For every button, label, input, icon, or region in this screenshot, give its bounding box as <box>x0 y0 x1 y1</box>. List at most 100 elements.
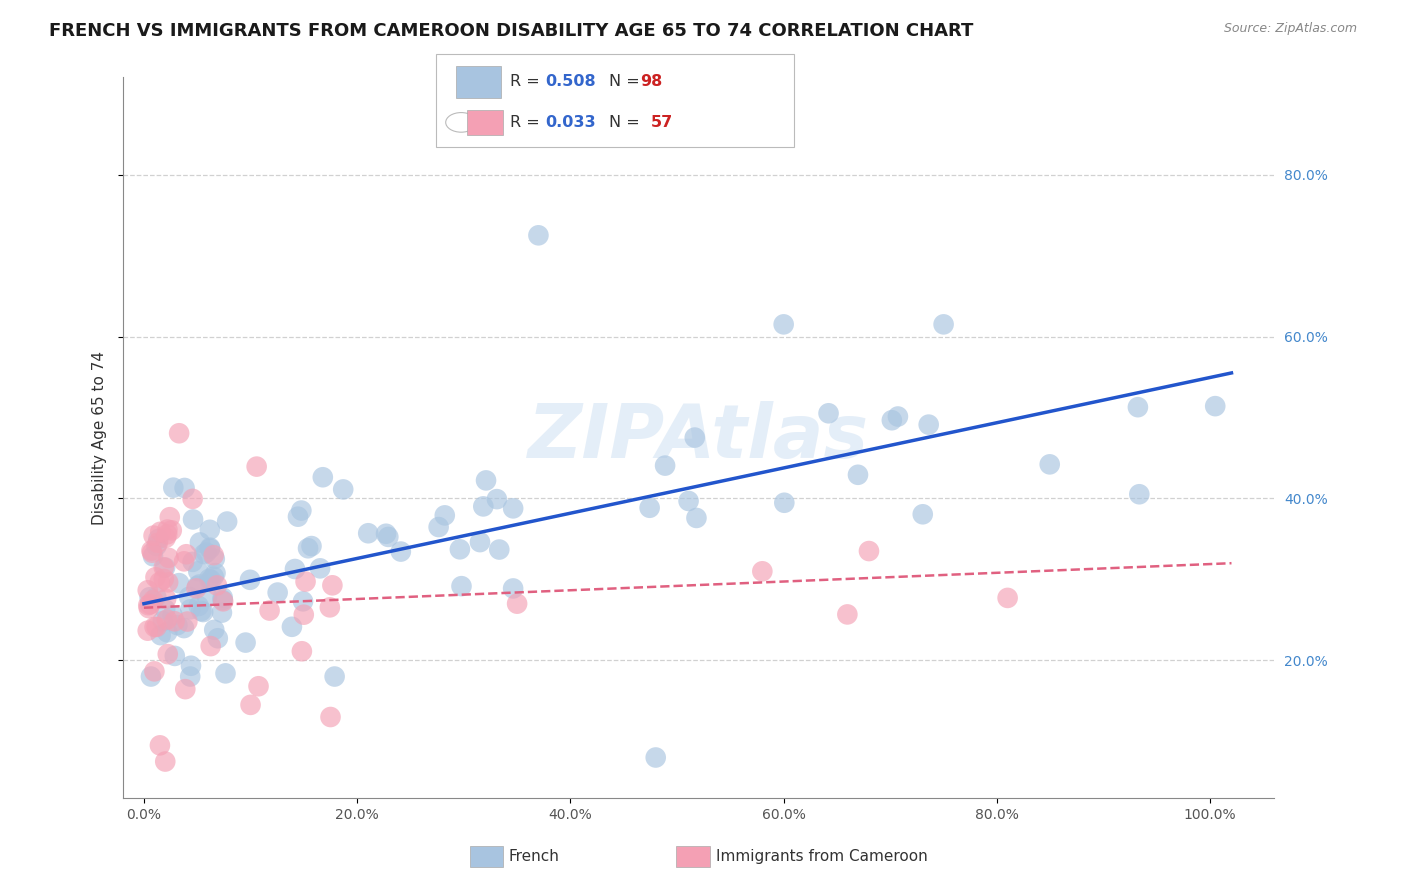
Y-axis label: Disability Age 65 to 74: Disability Age 65 to 74 <box>93 351 107 524</box>
Point <box>198 572 221 586</box>
Point <box>772 318 794 332</box>
Point <box>472 500 495 514</box>
Point <box>142 549 165 564</box>
Point <box>138 601 160 615</box>
Point <box>153 560 176 574</box>
Point <box>200 573 222 587</box>
Point <box>149 575 172 590</box>
Point <box>156 647 179 661</box>
Point <box>644 750 666 764</box>
Point <box>198 523 221 537</box>
Point <box>176 615 198 629</box>
Point <box>918 417 941 432</box>
Point <box>143 620 166 634</box>
Text: FRENCH VS IMMIGRANTS FROM CAMEROON DISABILITY AGE 65 TO 74 CORRELATION CHART: FRENCH VS IMMIGRANTS FROM CAMEROON DISAB… <box>49 22 973 40</box>
Point <box>202 623 225 637</box>
Point <box>186 579 208 593</box>
Point <box>145 539 167 553</box>
Point <box>176 547 198 561</box>
Point <box>146 535 169 549</box>
Point <box>160 524 183 538</box>
Point <box>190 604 212 618</box>
Point <box>181 512 204 526</box>
Point <box>1039 458 1062 472</box>
Point <box>141 546 163 560</box>
Point <box>291 644 314 658</box>
Point <box>173 481 195 495</box>
Point <box>817 406 839 420</box>
Point <box>212 594 235 608</box>
Point <box>207 632 229 646</box>
Point <box>654 458 676 473</box>
Point <box>198 541 221 556</box>
Point <box>159 510 181 524</box>
Point <box>357 526 380 541</box>
Point <box>323 669 346 683</box>
Point <box>195 590 218 604</box>
Point <box>138 591 160 605</box>
Point <box>136 583 159 598</box>
Point <box>259 603 281 617</box>
Point <box>179 590 201 604</box>
Point <box>205 578 228 592</box>
Point <box>502 501 524 516</box>
Point <box>198 541 221 555</box>
Point <box>290 503 312 517</box>
Point <box>181 555 204 569</box>
Point <box>173 554 195 568</box>
Point <box>217 515 239 529</box>
Point <box>485 492 508 507</box>
Text: ZIPAtlas: ZIPAtlas <box>527 401 869 475</box>
Point <box>214 666 236 681</box>
Point <box>309 561 332 575</box>
Point <box>148 532 170 546</box>
Point <box>145 570 167 584</box>
Point <box>188 535 211 549</box>
Point <box>155 591 177 606</box>
Text: 0.033: 0.033 <box>546 115 596 130</box>
Point <box>173 621 195 635</box>
Point <box>152 560 174 574</box>
Point <box>638 500 661 515</box>
Point <box>319 600 342 615</box>
Point <box>179 602 201 616</box>
Point <box>145 620 167 634</box>
Point <box>1128 487 1150 501</box>
Point <box>685 511 707 525</box>
Point <box>139 669 162 683</box>
Point <box>149 524 172 539</box>
Point <box>502 582 524 596</box>
Point <box>188 577 211 591</box>
Text: 0.508: 0.508 <box>546 74 596 89</box>
Point <box>887 409 910 424</box>
Point <box>475 474 498 488</box>
Point <box>143 665 166 679</box>
Point <box>149 628 172 642</box>
Point <box>155 531 177 545</box>
Point <box>683 431 706 445</box>
Point <box>837 607 859 622</box>
Point <box>266 585 288 599</box>
Point <box>193 605 215 619</box>
Point <box>773 496 796 510</box>
Text: 98: 98 <box>640 74 662 89</box>
Point <box>162 481 184 495</box>
Text: R =: R = <box>510 74 546 89</box>
Point <box>156 613 179 627</box>
Point <box>932 318 955 332</box>
Point <box>239 573 262 587</box>
Text: N =: N = <box>609 74 645 89</box>
Point <box>167 576 190 591</box>
Text: Immigrants from Cameroon: Immigrants from Cameroon <box>716 849 928 863</box>
Point <box>301 539 323 553</box>
Point <box>162 608 184 623</box>
Point <box>187 564 209 578</box>
Point <box>167 426 190 441</box>
Point <box>187 599 209 613</box>
Point <box>204 552 226 566</box>
Point <box>211 591 233 605</box>
Point <box>332 483 354 497</box>
Point <box>377 530 399 544</box>
Point <box>156 523 179 537</box>
Point <box>506 597 529 611</box>
